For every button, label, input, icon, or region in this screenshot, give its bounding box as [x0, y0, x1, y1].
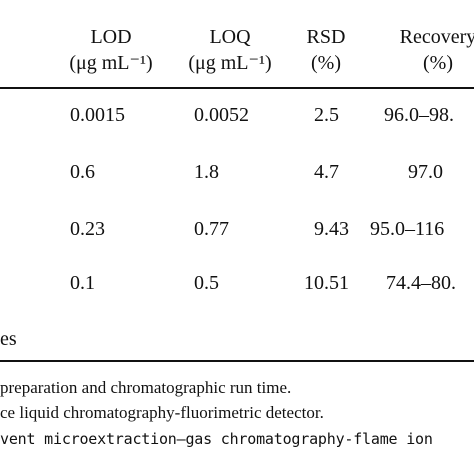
table-cell: 74.4–80. — [386, 272, 456, 294]
header-loq-title: LOQ — [209, 26, 251, 48]
table-cell: 10.51 — [304, 272, 349, 294]
table-cell: 0.23 — [70, 218, 105, 240]
footnote: ce liquid chromatography-fluorimetric de… — [0, 403, 324, 422]
table-cell: 0.6 — [70, 161, 95, 183]
footnote: preparation and chromatographic run time… — [0, 378, 292, 397]
header-rsd-title: RSD — [306, 26, 346, 48]
table-cell: 97.0 — [408, 161, 443, 183]
table-cell: 95.0–116 — [370, 218, 445, 240]
header-recovery-title: Recovery — [399, 26, 474, 48]
header-recovery: Recovery (%) — [378, 24, 474, 76]
table-cell: 96.0–98. — [384, 104, 454, 126]
table-cell: 0.0052 — [194, 104, 249, 126]
table-cell: 0.1 — [70, 272, 95, 294]
trailing-text: es — [0, 328, 17, 350]
table-cell: 2.5 — [314, 104, 339, 126]
header-lod-unit: (μg mL⁻¹) — [69, 52, 153, 74]
header-rsd-unit: (%) — [311, 52, 341, 74]
footnote: vent microextraction–gas chromatography-… — [0, 430, 433, 448]
table-cell: 0.0015 — [70, 104, 125, 126]
header-loq-unit: (μg mL⁻¹) — [188, 52, 272, 74]
table-cell: 0.5 — [194, 272, 219, 294]
table-cell: 1.8 — [194, 161, 219, 183]
header-divider — [0, 87, 474, 89]
header-recovery-unit: (%) — [423, 52, 453, 74]
header-lod: LOD (μg mL⁻¹) — [46, 24, 176, 76]
table-cell: 9.43 — [314, 218, 349, 240]
table-bottom-rule — [0, 360, 474, 362]
header-rsd: RSD (%) — [296, 24, 356, 76]
table-cell: 0.77 — [194, 218, 229, 240]
header-lod-title: LOD — [90, 26, 132, 48]
header-loq: LOQ (μg mL⁻¹) — [171, 24, 289, 76]
table-cell: 4.7 — [314, 161, 339, 183]
